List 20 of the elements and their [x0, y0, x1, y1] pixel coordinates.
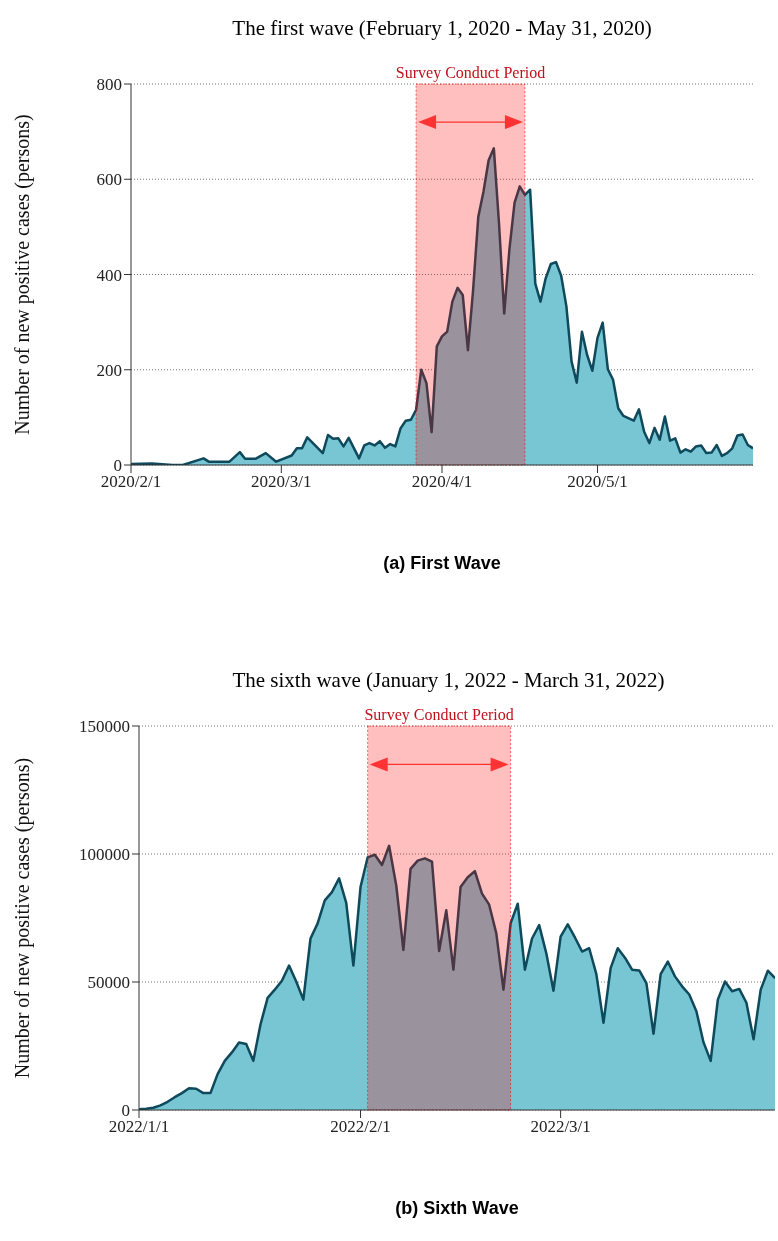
x-tick-label: 2020/5/1 — [567, 472, 628, 492]
y-tick-label: 600 — [96, 170, 122, 190]
chart-title: The sixth wave (January 1, 2022 - March 31, 2022) — [231, 667, 666, 694]
text: (b) Sixth Wave — [394, 1198, 520, 1219]
y-tick-label: 200 — [96, 360, 122, 380]
x-tick-label: 2020/4/1 — [411, 472, 473, 492]
y-tick-label: 50000 — [87, 973, 130, 993]
y-axis-title: Number of new positive cases (persons) — [11, 757, 34, 1079]
y-tick-label: 800 — [96, 75, 122, 95]
y-axis-title: Number of new positive cases (persons) — [11, 114, 34, 435]
x-tick-label: 2022/3/1 — [530, 1117, 591, 1137]
y-tick-label: 400 — [96, 265, 122, 285]
band-label: Survey Conduct Period — [364, 706, 514, 724]
text: (a) First Wave — [382, 553, 502, 574]
band-label: Survey Conduct Period — [395, 64, 546, 82]
y-tick-label: 100000 — [79, 845, 130, 865]
y-tick-label: 150000 — [79, 717, 130, 737]
x-tick-label: 2020/3/1 — [251, 472, 312, 492]
x-tick-label: 2022/2/1 — [330, 1117, 391, 1137]
chart-title: The first wave (February 1, 2020 - May 31, 2020) — [231, 15, 653, 42]
